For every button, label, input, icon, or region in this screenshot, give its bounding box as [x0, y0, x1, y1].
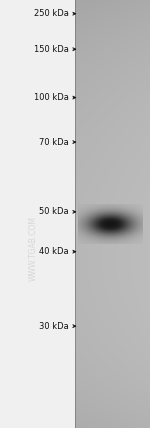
Text: 50 kDa: 50 kDa: [39, 207, 69, 217]
Text: WWW.TGAB.COM: WWW.TGAB.COM: [28, 216, 38, 281]
Text: 250 kDa: 250 kDa: [34, 9, 69, 18]
Text: 70 kDa: 70 kDa: [39, 137, 69, 147]
Text: 100 kDa: 100 kDa: [34, 93, 69, 102]
Text: 40 kDa: 40 kDa: [39, 247, 69, 256]
Text: 30 kDa: 30 kDa: [39, 321, 69, 331]
Text: 150 kDa: 150 kDa: [34, 45, 69, 54]
